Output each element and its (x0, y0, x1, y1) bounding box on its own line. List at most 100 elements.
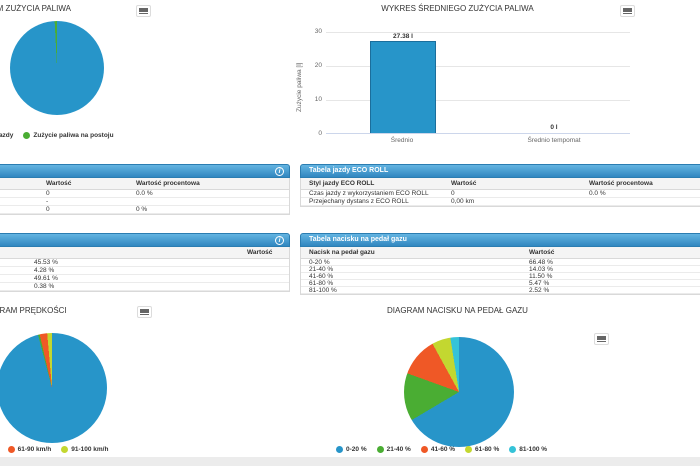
speed-pie-title: DIAGRAM PRĘDKOŚCI (0, 306, 67, 315)
table-row: 0 0.0 % (0, 190, 289, 198)
table-row: 0-20 % 66.48 % (301, 259, 700, 266)
table-row: 41-60 % 11.50 % (301, 273, 700, 280)
table-cell: 5.47 % (529, 279, 550, 287)
legend-dot-icon (7, 446, 15, 453)
speed-pie-menu-icon[interactable] (137, 306, 152, 318)
table-row: 61-80 % 5.47 % (301, 280, 700, 287)
legend-item[interactable]: Zużycie paliwa na postoju (23, 132, 114, 139)
legend-item[interactable]: Zużycie paliwa podczas jazdy (0, 132, 13, 139)
legend-item[interactable]: 61-80 % (465, 446, 499, 453)
legend-dot-icon (465, 446, 473, 453)
fuel-pie-legend: Zużycie paliwa podczas jazdy Zużycie pal… (0, 132, 124, 139)
info-icon[interactable]: i (275, 167, 284, 176)
table-cell: 0 (46, 190, 50, 197)
table-cell: 0.38 % (34, 283, 55, 290)
speed-pie-legend: 0-30 km/h 31-60 km/h 61-90 km/h 91-100 k… (0, 446, 118, 453)
legend-item[interactable]: 81-100 % (509, 446, 547, 453)
table-row: 81-100 % 2.52 % (301, 287, 700, 294)
table-header-row: Wartość (0, 247, 289, 259)
legend-label: 91-100 km/h (71, 446, 109, 453)
table-cell: Czas jazdy z wykorzystaniem ECO ROLL (309, 190, 429, 197)
legend-label: 0-20 % (346, 446, 367, 453)
gridline (326, 100, 630, 101)
legend-dot-icon (61, 446, 69, 453)
table-header-row: Styl jazdy ECO ROLL Wartość Wartość proc… (301, 178, 700, 190)
avg-fuel-bar[interactable]: 27.38 l (370, 33, 436, 133)
pedal-pie-menu-icon[interactable] (594, 333, 609, 345)
table-eco-roll: Styl jazdy ECO ROLL Wartość Wartość proc… (300, 178, 700, 207)
legend-label: 61-90 km/h (17, 446, 52, 453)
avg-fuel-menu-icon[interactable] (620, 5, 635, 17)
bar-value-label: 27.38 l (393, 32, 413, 40)
column-header: Wartość procentowa (589, 180, 653, 187)
table-cell: Przejechany dystans z ECO ROLL (309, 198, 409, 205)
y-axis-title: Zużycie paliwa [l] (296, 62, 303, 113)
table-row: 49.61 % (0, 275, 289, 283)
column-header: Wartość procentowa (136, 180, 200, 187)
pedal-pie-title: DIAGRAM NACISKU NA PEDAŁ GAZU (387, 306, 528, 315)
legend-dot-icon (336, 446, 343, 453)
y-axis-label: 0 (318, 130, 322, 137)
table-left-top: Wartość Wartość procentowa 0 0.0 % - 0 0… (0, 178, 290, 215)
table-cell: 0.0 % (136, 190, 153, 197)
table-cell: 11.50 % (529, 272, 553, 280)
column-header: Wartość (451, 180, 477, 187)
table-cell: 0-20 % (309, 258, 330, 266)
fuel-pie-menu-icon[interactable] (136, 5, 151, 17)
plot-area: 27.38 l 0 l (326, 32, 630, 134)
legend-item[interactable]: 91-100 km/h (61, 446, 108, 453)
table-cell: 0 % (136, 206, 148, 213)
table-row: 21-40 % 14.03 % (301, 266, 700, 273)
legend-dot-icon (23, 132, 31, 139)
y-axis-label: 20 (314, 62, 322, 69)
legend-item[interactable]: 0-20 % (336, 446, 367, 453)
info-icon[interactable]: i (275, 236, 284, 245)
legend-label: 21-40 % (386, 446, 411, 453)
legend-item[interactable]: 61-90 km/h (7, 446, 52, 453)
table-left-bottom: Wartość 45.53 % 4.28 % 49.61 % 0.38 % (0, 247, 290, 292)
table-cell: 81-100 % (309, 286, 337, 294)
legend-label: Zużycie paliwa podczas jazdy (0, 132, 14, 139)
table-row: 0 0 % (0, 206, 289, 214)
legend-item[interactable]: 41-60 % (420, 446, 456, 453)
pedal-pie-chart[interactable] (404, 337, 514, 447)
x-axis-label: Średnio tempomat (527, 137, 581, 144)
fuel-pie-title: DIAGRAM ZUŻYCIA PALIWA (0, 4, 71, 13)
table-row: 45.53 % (0, 259, 289, 267)
legend-label: 61-80 % (475, 446, 500, 453)
table-row: 4.28 % (0, 267, 289, 275)
table-cell: 0.0 % (589, 190, 606, 197)
column-header: Wartość (529, 249, 555, 256)
gridline (326, 66, 630, 67)
legend-label: Zużycie paliwa na postoju (33, 132, 114, 139)
speed-pie-chart[interactable] (0, 333, 107, 443)
table-cell: 49.61 % (34, 275, 58, 282)
legend-label: 81-100 % (519, 446, 548, 453)
y-axis-label: 10 (314, 96, 322, 103)
fuel-pie-chart[interactable] (10, 21, 104, 115)
table-cell: 0,00 km (451, 198, 475, 205)
legend-dot-icon (376, 446, 384, 453)
panel-header-pedal: Tabela nacisku na pedał gazu (300, 233, 700, 247)
panel-header-title: Tabela nacisku na pedał gazu (309, 236, 407, 243)
legend-item[interactable]: 21-40 % (376, 446, 411, 453)
x-axis-label: Średnio (390, 137, 414, 144)
table-cell: 0 (451, 190, 455, 197)
table-header-row: Nacisk na pedał gazu Wartość (301, 247, 700, 259)
zero-value-label: 0 l (550, 124, 558, 131)
column-header: Wartość (247, 249, 273, 256)
table-cell: 61-80 % (309, 279, 334, 287)
avg-fuel-title: WYKRES ŚREDNIEGO ZUŻYCIA PALIWA (381, 4, 534, 13)
table-cell: 14.03 % (529, 265, 553, 273)
legend-dot-icon (420, 446, 428, 453)
panel-header-title: Tabela jazdy ECO ROLL (309, 167, 389, 174)
column-header: Wartość (46, 180, 72, 187)
panel-header-eco-roll: Tabela jazdy ECO ROLL (300, 164, 700, 178)
table-cell: 66.48 % (529, 258, 553, 266)
legend-label: 41-60 % (430, 446, 456, 453)
table-cell: - (46, 198, 49, 205)
table-row: Czas jazdy z wykorzystaniem ECO ROLL 0 0… (301, 190, 700, 198)
column-header: Nacisk na pedał gazu (309, 249, 375, 256)
panel-header-left-bottom: i (0, 233, 290, 247)
